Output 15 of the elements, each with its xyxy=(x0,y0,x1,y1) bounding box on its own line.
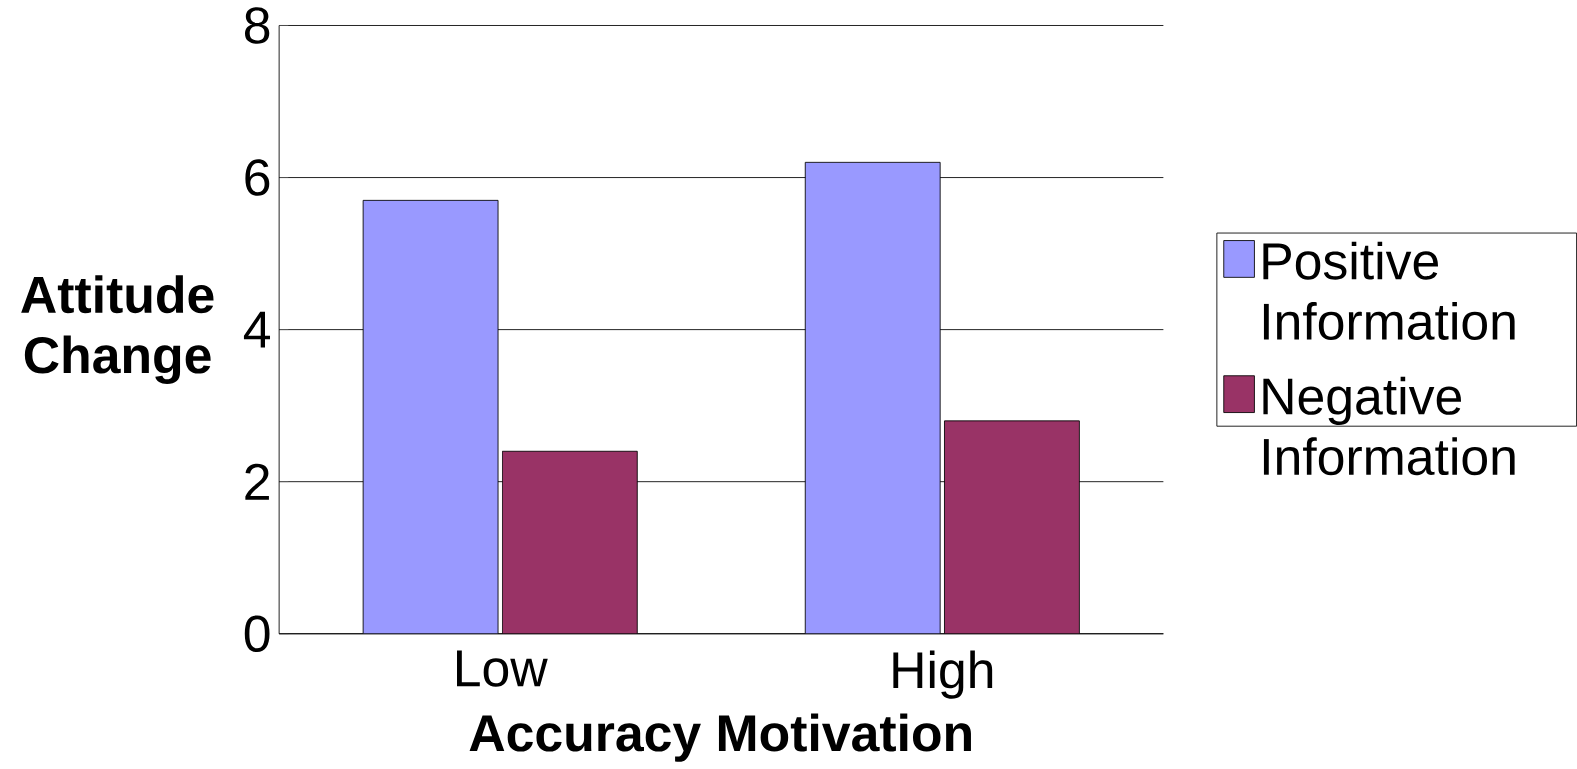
y-tick-label: 6 xyxy=(245,159,270,196)
bar xyxy=(944,420,1080,634)
y-axis-title: Attitude Change xyxy=(21,275,214,385)
y-tick-label: 2 xyxy=(245,463,269,500)
legend-label: Positive Information xyxy=(1263,241,1515,341)
y-tick-label: 8 xyxy=(244,7,270,44)
y-tick-label: 0 xyxy=(244,615,270,653)
x-tick-label: High xyxy=(893,650,993,699)
y-tick-label: 4 xyxy=(243,311,270,348)
bar xyxy=(501,450,638,634)
bar xyxy=(804,161,941,634)
bar xyxy=(362,199,499,634)
legend-label: Negative Information xyxy=(1263,376,1515,476)
x-axis-title: Accuracy Motivation xyxy=(469,713,971,762)
x-tick-label: Low xyxy=(457,650,548,687)
